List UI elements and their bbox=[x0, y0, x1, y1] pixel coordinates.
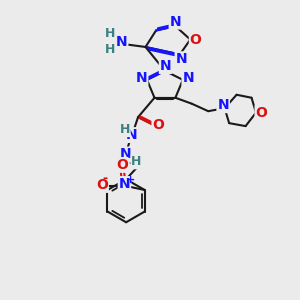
Text: N: N bbox=[160, 59, 171, 73]
Text: N: N bbox=[176, 52, 187, 66]
Text: O: O bbox=[116, 158, 128, 172]
Text: H: H bbox=[119, 123, 130, 136]
Text: N: N bbox=[118, 177, 130, 191]
Text: +: + bbox=[126, 175, 135, 184]
Text: N: N bbox=[169, 15, 181, 28]
Text: O: O bbox=[96, 178, 108, 192]
Text: N: N bbox=[182, 71, 194, 85]
Text: N: N bbox=[126, 128, 137, 142]
Text: O: O bbox=[255, 106, 267, 120]
Text: O: O bbox=[190, 32, 202, 46]
Text: H: H bbox=[104, 44, 115, 56]
Text: N: N bbox=[136, 71, 148, 85]
Text: H: H bbox=[131, 155, 142, 168]
Text: -: - bbox=[103, 172, 108, 185]
Text: N: N bbox=[217, 98, 229, 112]
Text: O: O bbox=[152, 118, 164, 132]
Text: H: H bbox=[104, 27, 115, 40]
Text: N: N bbox=[116, 35, 127, 49]
Text: N: N bbox=[120, 148, 131, 161]
